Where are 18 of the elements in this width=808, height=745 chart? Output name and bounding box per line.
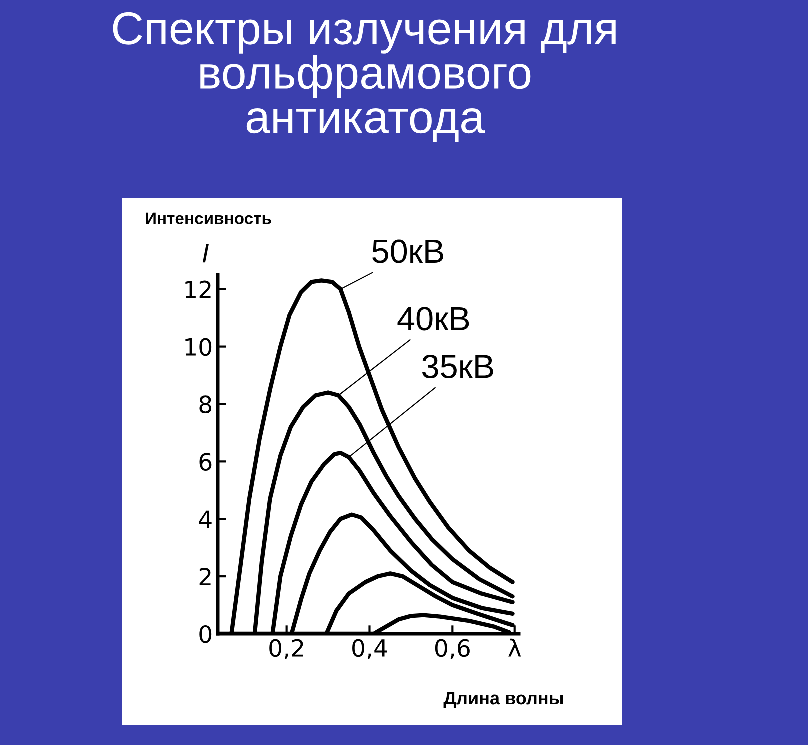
y-axis-title: I bbox=[202, 244, 209, 263]
text: Интенсивность bbox=[146, 212, 272, 224]
y-tick-label: 0 bbox=[200, 625, 212, 644]
x-tick-label: 0,4 bbox=[352, 639, 388, 660]
y-tick-label: 12 bbox=[186, 280, 211, 298]
y-tick-label: 4 bbox=[199, 510, 212, 528]
x-tick-label: 0,6 bbox=[435, 639, 470, 660]
annotation: 35кВ bbox=[422, 354, 494, 379]
x-tick-label: λ bbox=[508, 638, 522, 657]
annotation: 40кВ bbox=[398, 307, 470, 331]
y-tick-label: 10 bbox=[186, 338, 212, 356]
x-tick-label: 0,2 bbox=[270, 639, 304, 660]
y-tick-label: 2 bbox=[200, 568, 211, 586]
annotation: 50кВ bbox=[372, 240, 444, 264]
x-axis-title: Длина волны bbox=[444, 692, 563, 708]
y-tick-label: 6 bbox=[200, 453, 212, 471]
chart-title: Спектры излучения для вольфрамового антикатода bbox=[113, 12, 616, 142]
y-tick-label: 8 bbox=[200, 396, 212, 414]
